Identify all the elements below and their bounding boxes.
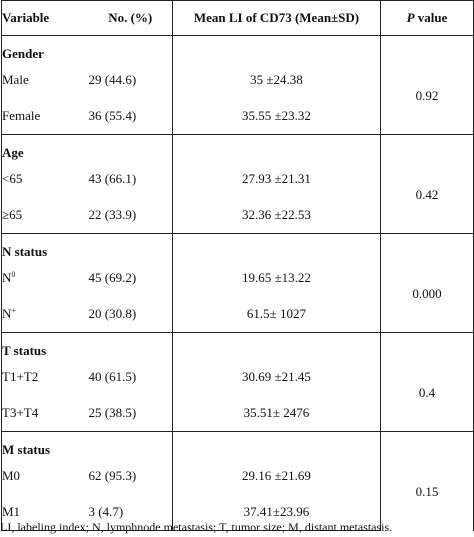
row-count: 29 (44.6) <box>88 72 137 87</box>
table-row: ≥65 22 (33.9) 32.36 ±22.53 <box>1 197 474 234</box>
group-spacer <box>172 134 381 161</box>
group-spacer <box>88 35 173 62</box>
group-spacer <box>172 35 381 62</box>
row-label: Male <box>1 62 89 98</box>
header-p-italic: P <box>406 10 415 25</box>
row-label: T3+T4 <box>1 395 89 432</box>
table-row: M1 3 (4.7) 37.41±23.96 <box>1 494 474 531</box>
group-spacer <box>172 431 381 458</box>
table-row: T1+T2 40 (61.5) 30.69 ±21.45 0.4 <box>1 359 474 432</box>
header-variable: Variable <box>1 0 89 36</box>
row-label-text: N <box>2 306 12 321</box>
group-spacer <box>88 134 173 161</box>
row-label: T1+T2 <box>1 359 89 395</box>
header-number-percent: No. (%) <box>88 0 173 36</box>
row-mean: 29.16 ±21.69 <box>172 458 381 494</box>
row-label: Female <box>1 98 89 135</box>
row-label-text: Male <box>2 72 29 87</box>
row-label-text: N <box>2 270 12 285</box>
group-spacer <box>172 332 381 359</box>
row-count: 3 (4.7) <box>88 494 173 531</box>
row-mean: 61.5± 1027 <box>172 296 381 333</box>
row-count: 40 (61.5) <box>88 369 137 384</box>
group-title: M status <box>1 431 89 458</box>
row-mean: 35 ±24.38 <box>172 62 381 98</box>
row-count: 20 (30.8) <box>88 306 137 321</box>
row-mean: 35.51± 2476 <box>172 395 381 432</box>
group-row-m-status: M status <box>1 431 474 458</box>
group-title: Gender <box>1 35 89 62</box>
group-title: T status <box>1 332 89 359</box>
row-mean: 30.69 ±21.45 <box>172 359 381 395</box>
table-row: M0 62 (95.3) 29.16 ±21.69 0.15 <box>1 458 474 531</box>
row-mean: 37.41±23.96 <box>172 494 381 531</box>
row-label-text: Female <box>2 108 41 123</box>
group-spacer <box>380 233 474 260</box>
group-row-n-status: N status <box>1 233 474 260</box>
row-count: 25 (38.5) <box>88 405 137 420</box>
table-row: Male 29 (44.6) 35 ±24.38 0.92 <box>1 62 474 135</box>
row-mean: 27.93 ±21.31 <box>172 161 381 197</box>
table-row: Female 36 (55.4) 35.55 ±23.32 <box>1 98 474 135</box>
group-spacer <box>380 431 474 458</box>
row-label: <65 <box>1 161 89 197</box>
row-label-text: ≥65 <box>2 207 23 222</box>
group-spacer <box>88 431 173 458</box>
row-label: M0 <box>1 458 89 494</box>
table-row: N+ 20 (30.8) 61.5± 1027 <box>1 296 474 333</box>
row-mean: 19.65 ±13.22 <box>172 260 381 296</box>
group-title: Age <box>1 134 89 161</box>
row-count: 43 (66.1) <box>88 171 137 186</box>
table-row: T3+T4 25 (38.5) 35.51± 2476 <box>1 395 474 432</box>
group-title: N status <box>1 233 89 260</box>
row-label: N0 <box>1 260 89 296</box>
row-label: M1 <box>1 494 89 531</box>
group-row-age: Age <box>1 134 474 161</box>
row-label-superscript: + <box>11 306 16 315</box>
row-count: 22 (33.9) <box>88 207 137 222</box>
row-p-value: 0.000 <box>380 260 474 333</box>
row-p-value: 0.92 <box>380 62 474 135</box>
row-label-text: M1 <box>2 504 21 519</box>
table-row: N0 45 (69.2) 19.65 ±13.22 0.000 <box>1 260 474 333</box>
row-count: 36 (55.4) <box>88 108 137 123</box>
row-label-text: M0 <box>2 468 21 483</box>
row-label-superscript: 0 <box>11 270 16 279</box>
row-label: ≥65 <box>1 197 89 234</box>
header-p-value: P value <box>380 0 474 36</box>
header-mean-li: Mean LI of CD73 (Mean±SD) <box>172 0 381 36</box>
row-p-value: 0.42 <box>380 161 474 234</box>
group-row-t-status: T status <box>1 332 474 359</box>
group-spacer <box>88 332 173 359</box>
row-count: 45 (69.2) <box>88 270 137 285</box>
row-mean: 35.55 ±23.32 <box>172 98 381 135</box>
header-p-rest: value <box>414 10 448 25</box>
table-footnote: LI, labeling index; N, lymphnode metasta… <box>0 520 393 534</box>
row-mean: 32.36 ±22.53 <box>172 197 381 234</box>
group-spacer <box>380 35 474 62</box>
row-count: 62 (95.3) <box>88 468 137 483</box>
group-spacer <box>380 134 474 161</box>
group-spacer <box>172 233 381 260</box>
row-label-text: T3+T4 <box>2 405 39 420</box>
row-label-text: <65 <box>2 171 23 186</box>
header-row: Variable No. (%) Mean LI of CD73 (Mean±S… <box>1 0 474 36</box>
row-label-text: T1+T2 <box>2 369 39 384</box>
row-label: N+ <box>1 296 89 333</box>
row-p-value: 0.4 <box>380 359 474 432</box>
group-row-gender: Gender <box>1 35 474 62</box>
group-spacer <box>88 233 173 260</box>
row-p-value: 0.15 <box>380 458 474 531</box>
group-spacer <box>380 332 474 359</box>
table-row: <65 43 (66.1) 27.93 ±21.31 0.42 <box>1 161 474 234</box>
